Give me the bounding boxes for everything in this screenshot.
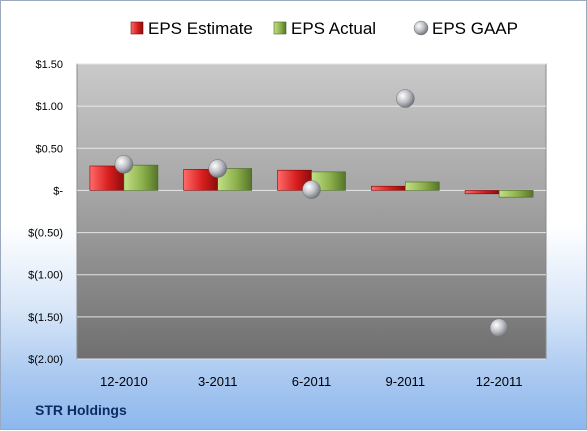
eps-gaap-point: [302, 180, 321, 199]
y-tick-label: $0.50: [35, 143, 63, 155]
eps-estimate-bar: [370, 185, 406, 191]
eps-gaap-point: [396, 89, 415, 108]
eps-gaap-point: [489, 318, 509, 338]
x-axis-ticks: 12-2010 3-2011 6-2011 9-2011 12-2011: [100, 374, 522, 389]
y-tick-label: $1.50: [35, 59, 63, 71]
x-tick-label: 9-2011: [386, 374, 426, 389]
eps-gaap-point: [208, 159, 227, 178]
eps-actual-bar: [498, 190, 534, 198]
legend-label: EPS Actual: [291, 19, 376, 38]
y-tick-label: $(2.00): [28, 354, 63, 366]
y-tick-label: $-: [53, 185, 63, 197]
legend: EPS Estimate EPS Actual EPS GAAP: [130, 19, 518, 38]
legend-label: EPS GAAP: [432, 19, 518, 38]
y-tick-label: $(1.00): [28, 270, 63, 282]
eps-actual-bar: [217, 168, 252, 191]
legend-swatch: [130, 21, 144, 35]
x-tick-label: 3-2011: [198, 374, 238, 389]
point-series: [114, 89, 509, 338]
eps-estimate-bar: [464, 190, 500, 195]
legend-swatch: [413, 20, 429, 36]
x-tick-label: 6-2011: [292, 374, 332, 389]
y-tick-label: $1.00: [35, 101, 63, 113]
x-tick-label: 12-2010: [100, 374, 148, 389]
y-tick-label: $(1.50): [28, 312, 63, 324]
legend-label: EPS Estimate: [148, 19, 253, 38]
plot-area: [76, 63, 547, 360]
eps-actual-bar: [404, 181, 440, 191]
company-label: STR Holdings: [35, 402, 127, 418]
eps-gaap-point: [114, 155, 134, 174]
legend-swatch: [273, 21, 287, 35]
y-axis-ticks: $1.50 $1.00 $0.50 $- $(0.50) $(1.00) $(1.50) $(…: [28, 59, 63, 366]
x-tick-label: 12-2011: [476, 374, 523, 389]
y-tick-label: $(0.50): [28, 228, 63, 240]
